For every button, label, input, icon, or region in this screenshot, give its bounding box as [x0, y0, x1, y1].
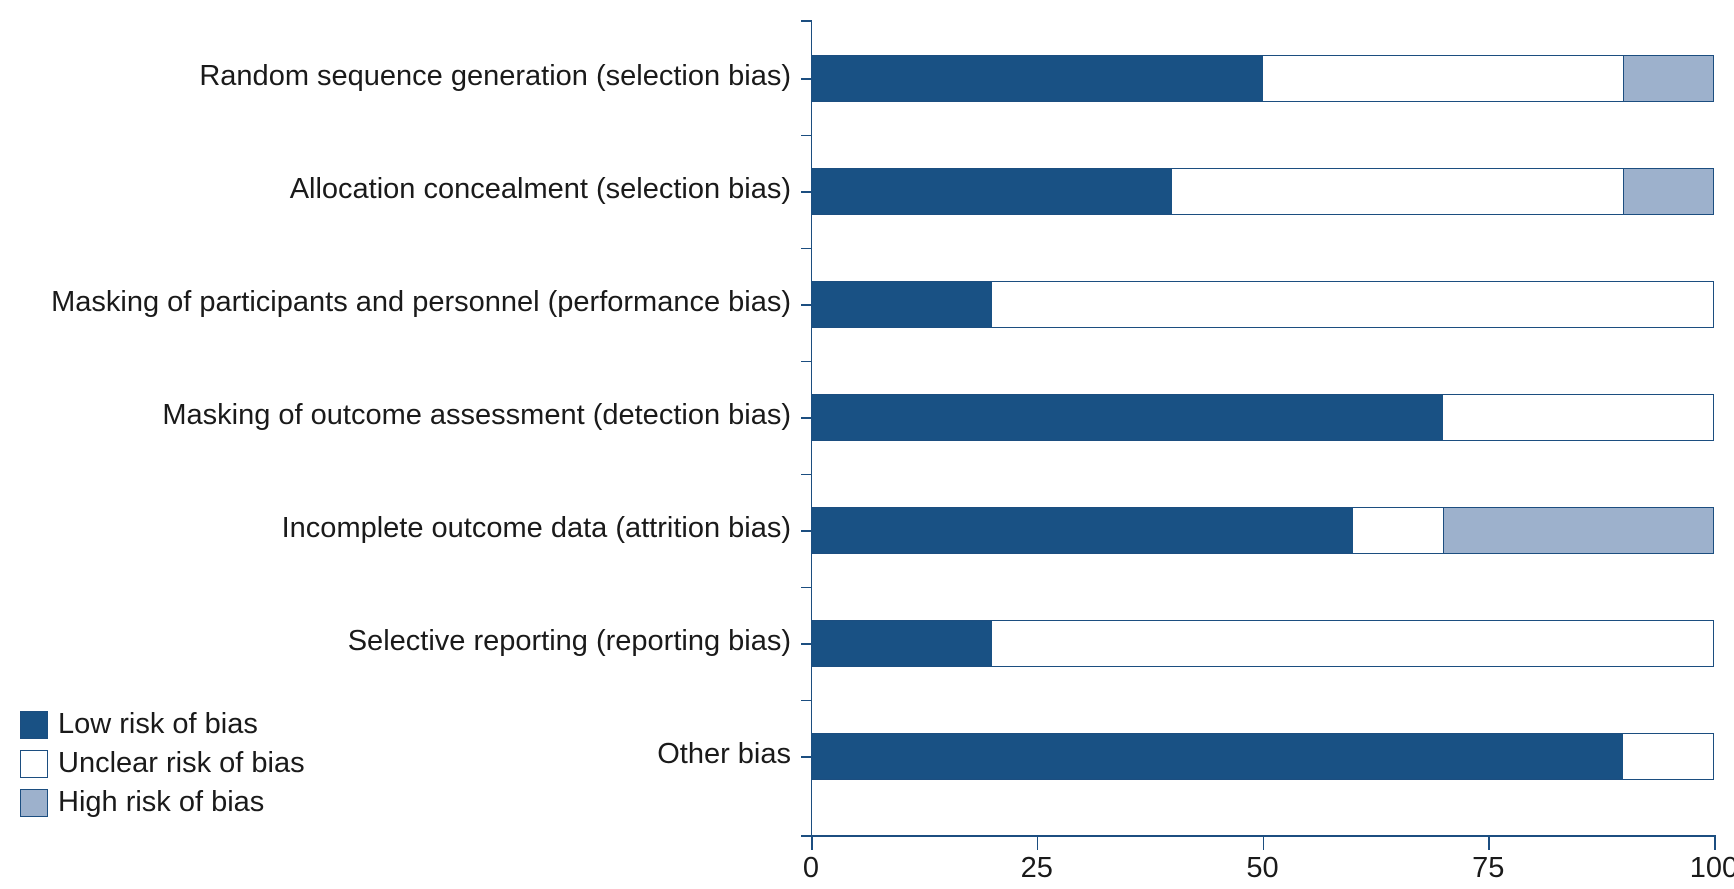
y-tick [801, 756, 811, 758]
bar-segment-low [812, 734, 1623, 779]
y-tick [801, 643, 811, 645]
category-label: Masking of participants and personnel (p… [20, 286, 791, 319]
legend-item-high: High risk of bias [20, 786, 305, 819]
bar-segment-low [812, 169, 1172, 214]
x-tick-label: 75 [1472, 852, 1504, 885]
y-tick [801, 417, 811, 419]
bar-segment-high [1443, 508, 1713, 553]
y-tick [801, 587, 811, 589]
bar-segment-unclear [992, 621, 1713, 666]
category-label: Incomplete outcome data (attrition bias) [20, 512, 791, 545]
x-tick-label: 25 [1021, 852, 1053, 885]
x-tick [811, 835, 813, 850]
legend-label: Low risk of bias [58, 708, 258, 741]
bar-segment-low [812, 56, 1263, 101]
legend-item-unclear: Unclear risk of bias [20, 747, 305, 780]
bar-segment-unclear [1353, 508, 1443, 553]
y-tick [801, 835, 811, 837]
bar-segment-unclear [1443, 395, 1713, 440]
x-tick-label: 50 [1246, 852, 1278, 885]
bar-segment-low [812, 395, 1443, 440]
risk-of-bias-chart: Random sequence generation (selection bi… [20, 20, 1714, 869]
bar-segment-unclear [1172, 169, 1623, 214]
y-tick [801, 530, 811, 532]
y-tick [801, 361, 811, 363]
x-tick [1263, 835, 1265, 850]
legend-swatch-unclear [20, 750, 48, 778]
legend-label: Unclear risk of bias [58, 747, 305, 780]
bar-row [811, 394, 1714, 441]
bar-row [811, 168, 1714, 215]
y-tick [801, 248, 811, 250]
y-tick [801, 20, 811, 22]
x-tick-label: 0 [803, 852, 819, 885]
category-label: Selective reporting (reporting bias) [20, 625, 791, 658]
y-tick [801, 700, 811, 702]
bar-row [811, 733, 1714, 780]
y-tick [801, 135, 811, 137]
y-tick [801, 304, 811, 306]
bar-segment-unclear [992, 282, 1713, 327]
bar-row [811, 620, 1714, 667]
bar-row [811, 55, 1714, 102]
x-tick-label: 100 [1690, 852, 1734, 885]
y-tick [801, 191, 811, 193]
category-label: Masking of outcome assessment (detection… [20, 399, 791, 432]
bar-segment-high [1623, 169, 1713, 214]
legend: Low risk of bias Unclear risk of bias Hi… [20, 708, 305, 825]
category-label: Random sequence generation (selection bi… [20, 60, 791, 93]
bar-segment-unclear [1623, 734, 1713, 779]
legend-item-low: Low risk of bias [20, 708, 305, 741]
y-tick [801, 78, 811, 80]
y-tick [801, 474, 811, 476]
category-label: Allocation concealment (selection bias) [20, 173, 791, 206]
bar-segment-unclear [1263, 56, 1623, 101]
bar-row [811, 507, 1714, 554]
x-tick [1714, 835, 1716, 850]
bar-segment-low [812, 621, 992, 666]
legend-swatch-high [20, 789, 48, 817]
bar-segment-low [812, 282, 992, 327]
x-tick [1037, 835, 1039, 850]
legend-swatch-low [20, 711, 48, 739]
bar-segment-low [812, 508, 1353, 553]
bar-segment-high [1623, 56, 1713, 101]
legend-label: High risk of bias [58, 786, 264, 819]
x-tick [1488, 835, 1490, 850]
bar-row [811, 281, 1714, 328]
